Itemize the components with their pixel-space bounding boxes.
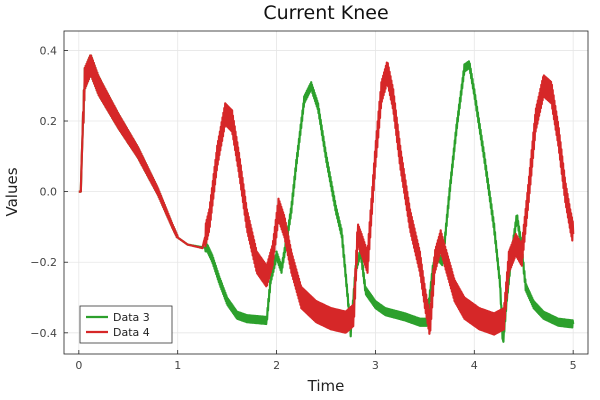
x-tick-label: 1 <box>174 359 181 372</box>
y-tick-label: −0.4 <box>30 327 57 340</box>
x-tick-label: 3 <box>372 359 379 372</box>
y-tick-label: 0.4 <box>40 44 58 57</box>
legend-label-data-4: Data 4 <box>113 326 150 339</box>
y-tick-label: 0.2 <box>40 115 58 128</box>
y-tick-label: −0.2 <box>30 256 57 269</box>
y-tick-label: 0.0 <box>40 186 58 199</box>
series-line-data-3 <box>78 54 575 343</box>
legend-label-data-3: Data 3 <box>113 311 150 324</box>
x-tick-label: 4 <box>471 359 478 372</box>
legend: Data 3 Data 4 <box>79 305 173 344</box>
x-tick-label: 5 <box>570 359 577 372</box>
y-ticks: −0.4 −0.2 0.0 0.2 0.4 <box>30 44 68 340</box>
series-layer <box>78 54 575 343</box>
x-tick-label: 0 <box>75 359 82 372</box>
chart-title: Current Knee <box>263 2 388 24</box>
legend-box <box>79 305 173 344</box>
x-ticks: 0 1 2 3 4 5 <box>75 350 577 372</box>
plot-frame <box>63 30 589 355</box>
series-line-data-4 <box>78 54 575 336</box>
y-axis-title: Values <box>3 167 21 216</box>
x-tick-label: 2 <box>273 359 280 372</box>
x-axis-title: Time <box>307 377 345 395</box>
